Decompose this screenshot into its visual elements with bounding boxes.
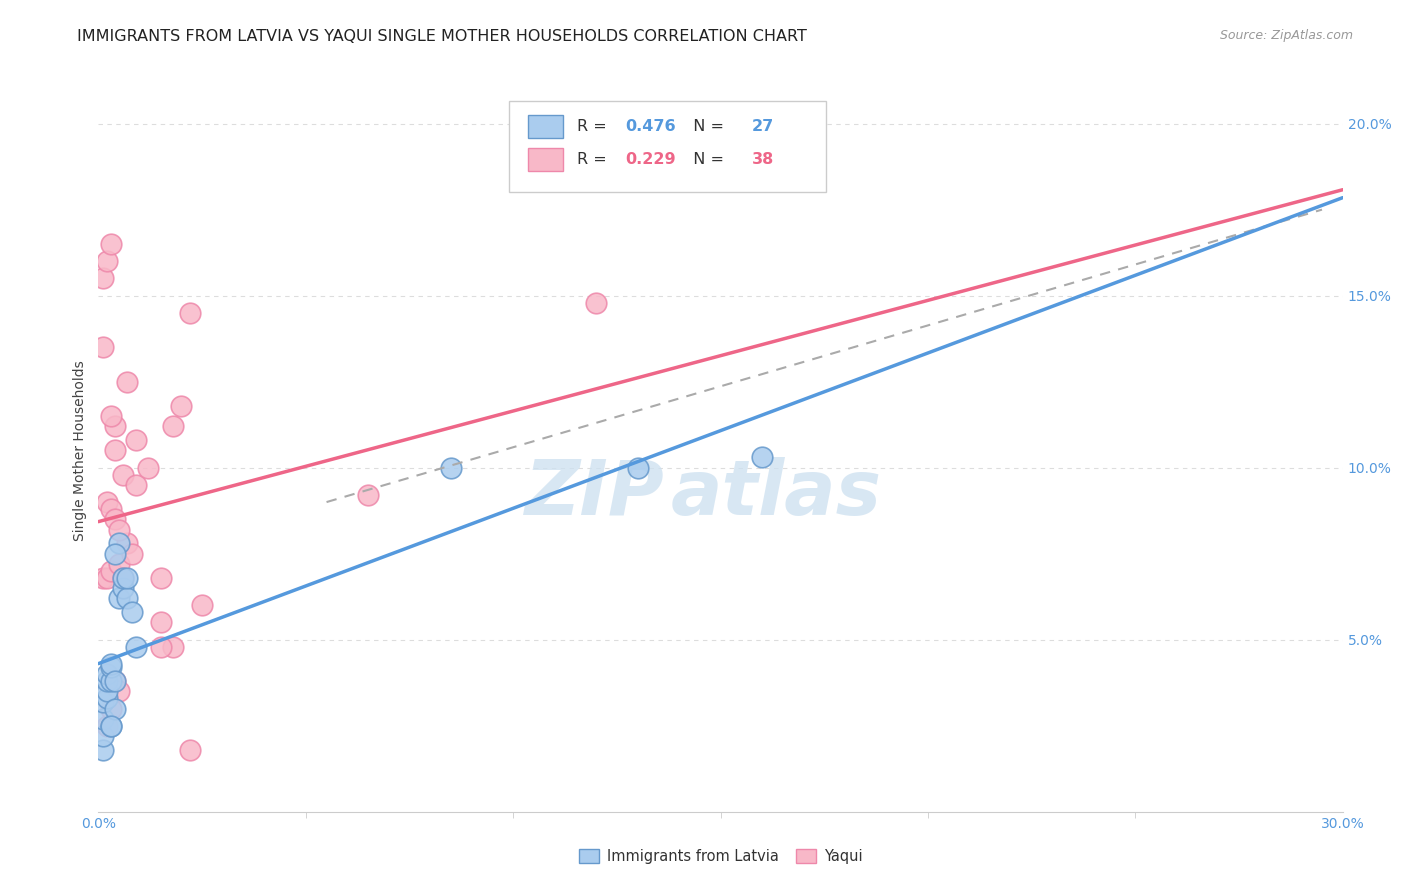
Point (100, 502, 122, 516)
Point (91, 695, 114, 709)
Point (585, 295, 607, 310)
Point (100, 237, 122, 252)
Point (91, 743, 114, 757)
Y-axis label: Single Mother Households: Single Mother Households (73, 360, 87, 541)
Text: ZIP: ZIP (524, 457, 665, 531)
Text: atlas: atlas (671, 457, 882, 531)
Point (162, 640, 184, 654)
Point (136, 460, 159, 475)
Text: N =: N = (683, 120, 730, 135)
Point (117, 536, 139, 550)
Point (104, 512, 127, 526)
Point (104, 443, 127, 458)
Point (112, 571, 135, 585)
Point (112, 581, 135, 595)
Text: 27: 27 (752, 120, 773, 135)
Point (100, 719, 122, 733)
Point (104, 701, 127, 715)
Point (104, 547, 127, 561)
Point (104, 419, 127, 434)
Point (96, 673, 118, 688)
Point (191, 599, 214, 613)
Point (112, 571, 135, 585)
Point (108, 557, 131, 571)
Point (104, 673, 127, 688)
Point (149, 615, 172, 630)
Point (149, 640, 172, 654)
Point (100, 660, 122, 674)
Point (91, 712, 114, 726)
Point (96, 254, 118, 268)
Point (96, 684, 118, 698)
Point (179, 743, 201, 757)
Text: R =: R = (578, 120, 613, 135)
Point (112, 467, 135, 482)
Point (100, 657, 122, 671)
FancyBboxPatch shape (527, 115, 562, 138)
FancyBboxPatch shape (527, 148, 562, 171)
Point (125, 640, 148, 654)
Point (121, 547, 143, 561)
Point (117, 375, 139, 389)
Point (100, 701, 122, 715)
Point (108, 523, 131, 537)
Point (627, 460, 650, 475)
Point (121, 605, 143, 619)
Point (91, 729, 114, 743)
FancyBboxPatch shape (509, 102, 827, 192)
Point (100, 719, 122, 733)
Point (91, 571, 114, 585)
Point (125, 433, 148, 447)
Point (108, 684, 131, 698)
Text: R =: R = (578, 152, 613, 167)
Point (100, 409, 122, 423)
Text: N =: N = (683, 152, 730, 167)
Point (108, 536, 131, 550)
Point (117, 591, 139, 606)
Point (96, 571, 118, 585)
Point (108, 591, 131, 606)
Point (149, 571, 172, 585)
Point (357, 488, 380, 502)
Point (170, 399, 193, 413)
Legend: Immigrants from Latvia, Yaqui: Immigrants from Latvia, Yaqui (574, 843, 868, 870)
Point (125, 478, 148, 492)
Point (91, 340, 114, 354)
Point (96, 719, 118, 733)
Point (179, 306, 201, 320)
Point (100, 564, 122, 578)
Point (96, 495, 118, 509)
Text: 0.229: 0.229 (624, 152, 675, 167)
Text: 38: 38 (752, 152, 773, 167)
Point (96, 691, 118, 706)
Point (162, 419, 184, 434)
Point (100, 673, 122, 688)
Text: Source: ZipAtlas.com: Source: ZipAtlas.com (1219, 29, 1353, 42)
Point (91, 271, 114, 285)
Text: IMMIGRANTS FROM LATVIA VS YAQUI SINGLE MOTHER HOUSEHOLDS CORRELATION CHART: IMMIGRANTS FROM LATVIA VS YAQUI SINGLE M… (77, 29, 807, 44)
Text: 0.476: 0.476 (624, 120, 675, 135)
Point (96, 667, 118, 681)
Point (104, 673, 127, 688)
Point (117, 571, 139, 585)
Point (440, 460, 463, 475)
Point (751, 450, 773, 465)
